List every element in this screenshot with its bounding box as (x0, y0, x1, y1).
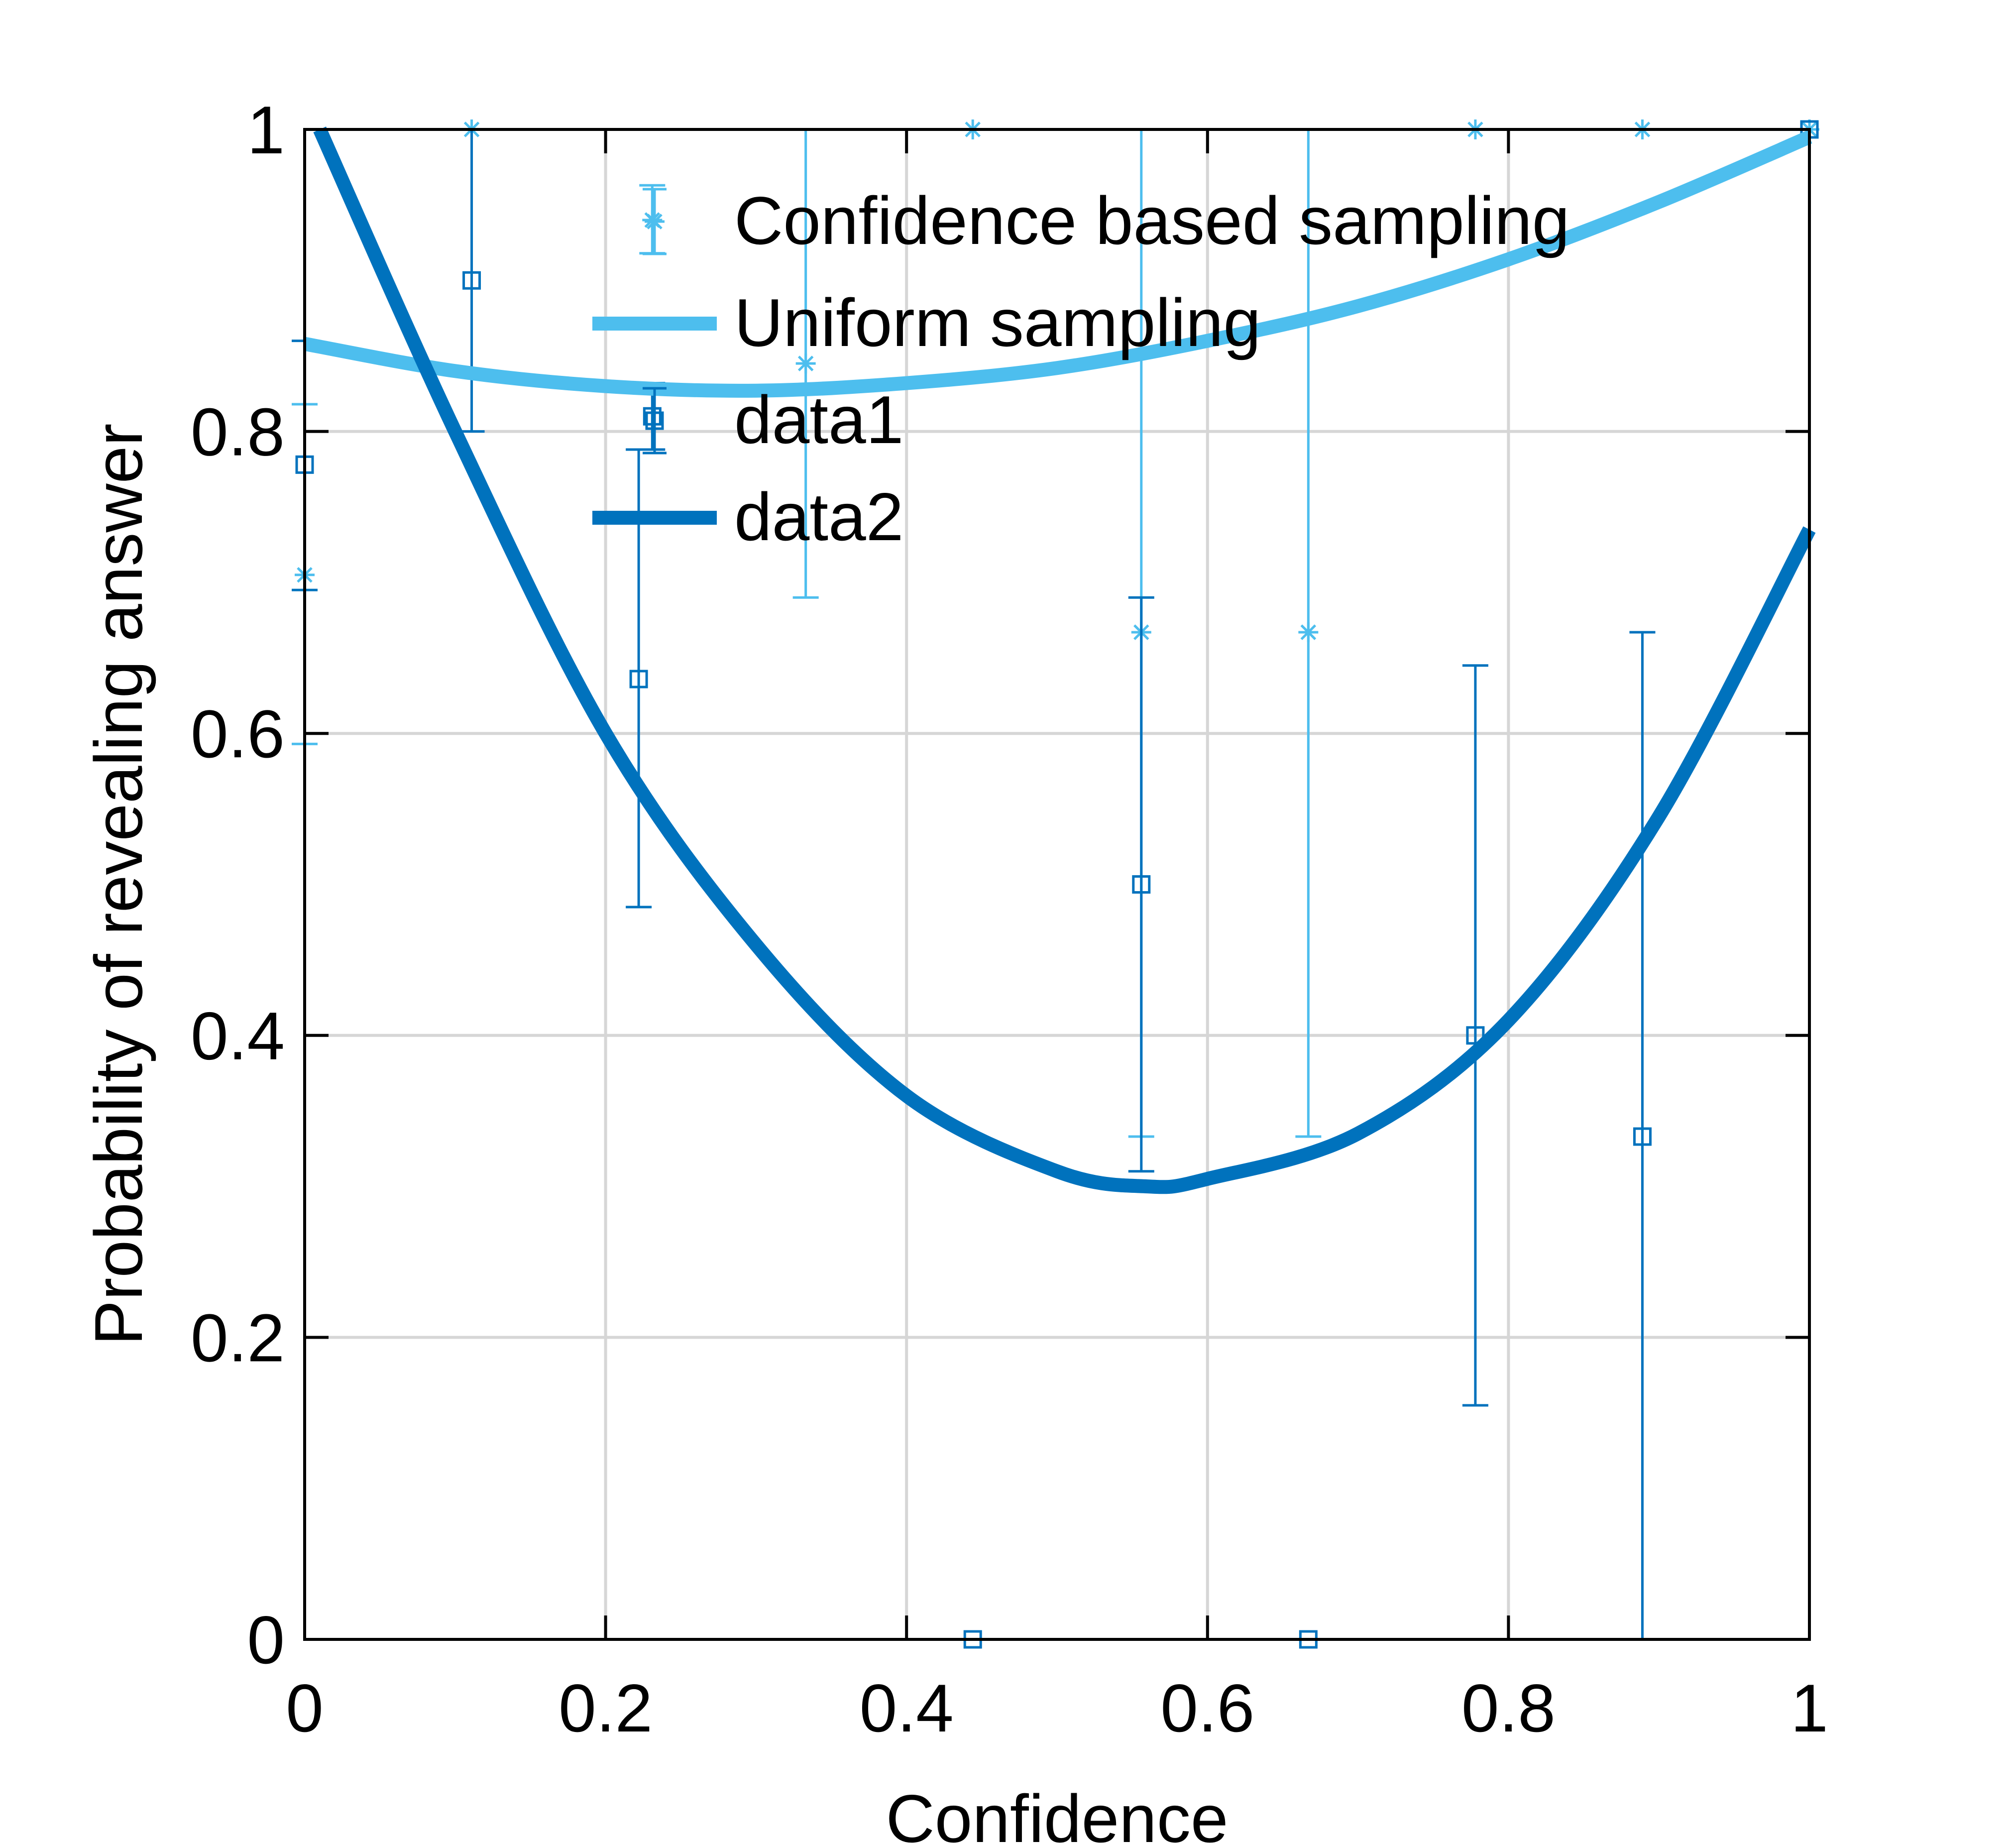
legend-swatch-asterisk (645, 212, 665, 231)
legend-label: data2 (734, 479, 903, 555)
y-tick-label: 1 (247, 92, 285, 168)
y-tick-label: 0 (247, 1602, 285, 1678)
legend-entry: Confidence based sampling (643, 183, 1569, 258)
axes-box (303, 128, 1811, 1641)
x-tick-label: 0.8 (1461, 1670, 1556, 1746)
x-tick-label: 0 (286, 1670, 324, 1746)
x-tick-label: 0.2 (559, 1670, 653, 1746)
data-point-square (629, 670, 648, 689)
legend-label: data1 (734, 382, 903, 458)
legend-label: Confidence based sampling (734, 183, 1569, 258)
data-point-square (462, 271, 481, 290)
x-axis-label: Confidence (886, 1781, 1228, 1844)
legend-entry: data2 (592, 479, 903, 555)
legend-swatch-square (645, 411, 664, 430)
y-tick-label: 0.2 (191, 1300, 285, 1376)
legend-label: Uniform sampling (734, 285, 1261, 360)
asterisk-stroke (1300, 624, 1317, 640)
asterisk-stroke (647, 214, 663, 230)
asterisk-stroke (797, 355, 814, 371)
y-tick-label: 0.4 (191, 998, 285, 1074)
data-point-square (1633, 1127, 1652, 1146)
series-line-data2 (313, 126, 1816, 1194)
axes: 0 0.2 0.4 0.6 0.8 1 0 0.2 0.4 0.6 0.8 1 (191, 92, 1828, 1746)
x-tick-label: 1 (1791, 1670, 1828, 1746)
data-point-square (1132, 875, 1151, 894)
y-tick-label: 0.6 (191, 696, 285, 772)
x-tick-label: 0.4 (860, 1670, 954, 1746)
y-tick-label: 0.8 (191, 394, 285, 470)
series-data1 (292, 120, 1819, 1649)
data-point-square (643, 407, 662, 426)
x-tick-label: 0.6 (1160, 1670, 1254, 1746)
data-point-asterisk (1298, 622, 1319, 642)
data-point-asterisk (795, 353, 816, 374)
series-line-uniform-sampling (303, 130, 1812, 398)
legend-entry: data1 (643, 382, 903, 458)
legend-entry: Uniform sampling (592, 285, 1261, 360)
legend: Confidence based sampling Uniform samplin… (592, 183, 1569, 555)
y-axis-label: Probability of revealing answer (81, 423, 156, 1345)
